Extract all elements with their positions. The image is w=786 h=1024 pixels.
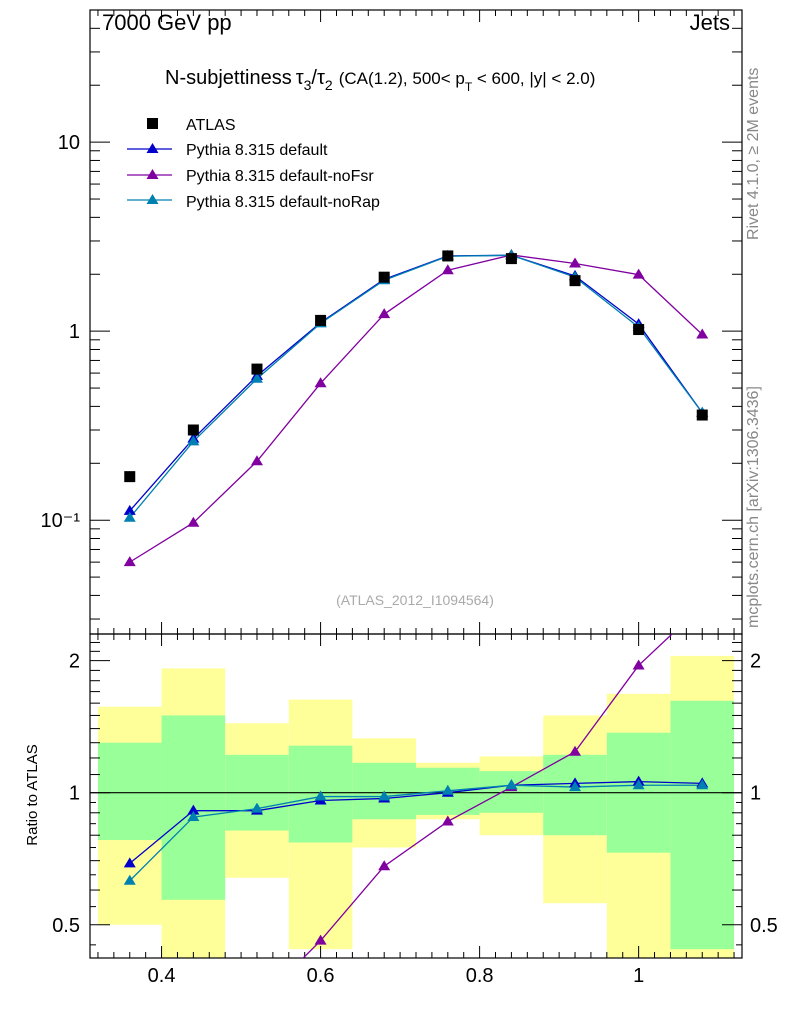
ratio-point-noFsr	[441, 815, 454, 826]
ratio-band-inner	[479, 771, 544, 813]
main-point-noRap	[187, 435, 200, 446]
main-point-noFsr	[123, 556, 136, 567]
ratio-point-noRap	[314, 790, 327, 801]
legend-marker-data	[147, 118, 158, 129]
ratio-point-default	[187, 804, 200, 815]
axes: 0.4 0.6 0.8 1 10⁻¹ 1 10 0.5 0.5 1 1 2 2	[41, 9, 778, 987]
main-point-noRap	[123, 511, 136, 522]
x-tick-label: 0.6	[307, 965, 335, 987]
main-point-data	[315, 314, 327, 326]
main-point-noFsr	[187, 516, 200, 527]
y-tick-label: 10⁻¹	[41, 510, 81, 532]
ratio-line-default	[129, 780, 703, 864]
legend-label-data: ATLAS	[186, 117, 236, 134]
ratio-ylabel: Ratio to ATLAS	[24, 744, 41, 845]
analysis-watermark: (ATLAS_2012_I1094564)	[336, 592, 494, 608]
main-point-data	[124, 471, 136, 483]
ratio-band-inner	[670, 700, 735, 950]
ratio-y-tick-label-right: 0.5	[750, 915, 778, 937]
ratio-point-noRap	[123, 874, 136, 885]
main-point-data	[569, 275, 581, 287]
main-point-noFsr	[696, 328, 709, 339]
main-point-noFsr	[632, 268, 645, 279]
main-line-noRap	[129, 254, 703, 519]
x-tick-label: 0.8	[466, 965, 494, 987]
ratio-point-noRap	[250, 802, 263, 813]
main-frame	[89, 9, 743, 635]
main-line-default	[129, 254, 703, 512]
main-point-noRap	[250, 372, 263, 383]
data-markers	[123, 248, 709, 945]
ratio-y-tick-label-right: 1	[750, 783, 761, 805]
chart-title: N-subjettiness τ3/τ2 (CA(1.2), 500< pT < 6…	[165, 67, 595, 94]
legend-label-norap: Pythia 8.315 default-noRap	[186, 194, 380, 211]
ratio-bands	[97, 655, 735, 958]
ratio-y-tick-label: 1	[69, 783, 80, 805]
ratio-point-noFsr	[314, 934, 327, 945]
legend: ATLAS Pythia 8.315 default Pythia 8.315 …	[127, 117, 380, 211]
x-tick-label: 1	[633, 965, 644, 987]
ratio-point-noRap	[632, 779, 645, 790]
legend-marker-default	[146, 143, 159, 153]
y-tick-label: 10	[58, 132, 80, 154]
ratio-point-noFsr	[569, 745, 582, 756]
main-point-data	[696, 409, 708, 421]
ratio-y-tick-label: 0.5	[52, 915, 80, 937]
main-point-data	[378, 271, 390, 283]
ratio-point-noRap	[569, 781, 582, 792]
ratio-y-tick-label-right: 2	[750, 651, 761, 673]
legend-label-default: Pythia 8.315 default	[186, 142, 328, 159]
ratio-point-noRap	[441, 784, 454, 795]
title-main: N-subjettiness	[165, 67, 292, 89]
y-tick-label: 1	[69, 321, 80, 343]
main-point-default	[123, 504, 136, 515]
rivet-label: Rivet 4.1.0, ≥ 2M events	[745, 68, 762, 240]
ratio-point-noRap	[505, 779, 518, 790]
ratio-point-noFsr	[632, 659, 645, 670]
ratio-band-inner	[97, 742, 162, 841]
ratio-line-noRap	[129, 784, 703, 882]
main-point-noFsr	[250, 455, 263, 466]
main-point-data	[442, 250, 454, 262]
legend-marker-norap	[146, 194, 159, 204]
main-point-noFsr	[569, 257, 582, 268]
ratio-band-inner	[543, 754, 607, 836]
main-point-data	[251, 363, 263, 375]
main-point-data	[633, 324, 645, 336]
main-point-noFsr	[314, 377, 327, 388]
legend-marker-nofsr	[146, 169, 159, 179]
ratio-point-noRap	[696, 779, 709, 790]
ratio-point-noRap	[378, 790, 391, 801]
ratio-y-tick-label: 2	[69, 651, 80, 673]
mcplots-label: mcplots.cern.ch [arXiv:1306.3436]	[745, 386, 762, 628]
x-tick-label: 0.4	[148, 965, 176, 987]
main-point-data	[505, 253, 517, 265]
ratio-point-noRap	[187, 811, 200, 822]
header-left: 7000 GeV pp	[102, 10, 232, 35]
legend-label-nofsr: Pythia 8.315 default-noFsr	[186, 168, 374, 185]
header-right: Jets	[690, 10, 730, 35]
series-lines	[129, 254, 703, 958]
ratio-point-default	[123, 857, 136, 868]
main-point-noFsr	[378, 308, 391, 319]
ratio-point-noFsr	[378, 860, 391, 871]
main-line-noFsr	[129, 254, 703, 563]
main-point-noFsr	[441, 264, 454, 275]
ratio-line-noFsr	[302, 634, 673, 958]
main-point-data	[187, 424, 199, 436]
